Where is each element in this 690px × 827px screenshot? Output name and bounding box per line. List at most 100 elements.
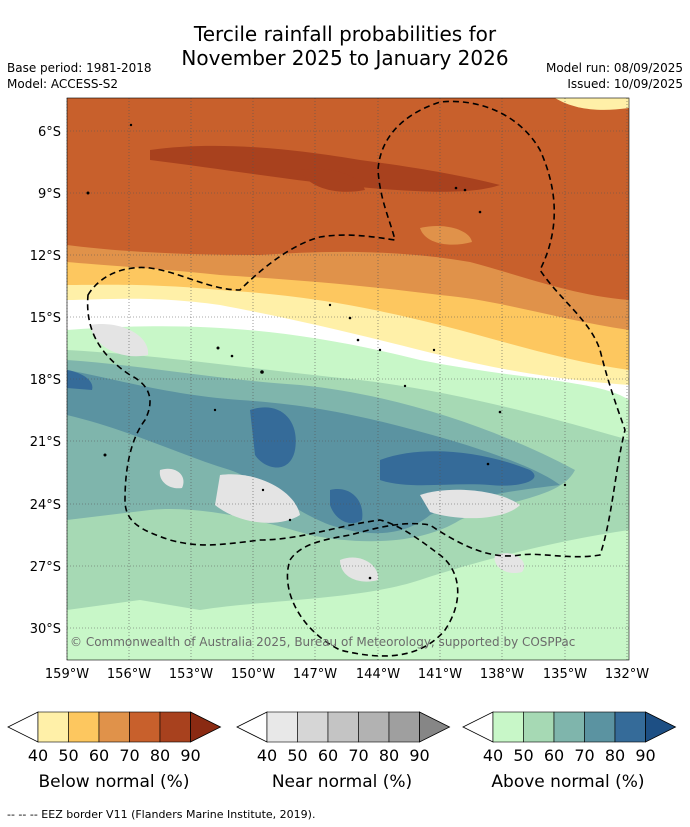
copyright-notice: © Commonwealth of Australia 2025, Bureau… <box>70 635 575 649</box>
latitude-label: 30°S <box>30 622 61 637</box>
island <box>378 348 382 352</box>
latitude-label: 24°S <box>30 498 61 513</box>
latitude-label: 9°S <box>38 187 61 202</box>
title-line-2: November 2025 to January 2026 <box>181 46 509 70</box>
longitude-label: 132°W <box>605 667 649 682</box>
eez-border-note: -- -- -- EEZ border V11 (Flanders Marine… <box>7 808 316 821</box>
latitude-label: 15°S <box>30 311 61 326</box>
legend-tick-label: 50 <box>287 746 307 765</box>
legend-above-swatch <box>584 711 616 743</box>
legend-tick-label: 70 <box>574 746 594 765</box>
longitude-label: 150°W <box>231 667 275 682</box>
legend-tick-label: 40 <box>483 746 503 765</box>
longitude-label: 147°W <box>293 667 337 682</box>
legend-tick-label: 90 <box>180 746 200 765</box>
island <box>498 410 502 414</box>
base-period: Base period: 1981-2018 <box>7 61 152 75</box>
run-info: Model run: 08/09/2025 Issued: 10/09/2025 <box>546 60 683 92</box>
model-run-date: Model run: 08/09/2025 <box>545 61 683 75</box>
island <box>288 518 292 522</box>
near-patch-6 <box>90 324 149 357</box>
eez-border-cook-islands <box>86 100 626 657</box>
legend-near-under-triangle <box>236 711 268 743</box>
legend-tick-label: 60 <box>318 746 338 765</box>
island <box>368 576 372 580</box>
probability-map: 6°S 9°S 12°S 15°S 18°S 21°S 24°S 27°S 30°S 159°W… <box>30 97 649 682</box>
island <box>432 348 436 352</box>
below-60-patch <box>420 225 472 245</box>
legend-tick-label: 40 <box>28 746 48 765</box>
legend-tick-label: 50 <box>58 746 78 765</box>
legend-tick-label: 70 <box>348 746 368 765</box>
legend-below-title: Below normal (%) <box>38 772 190 792</box>
above-80-region-south <box>330 489 363 524</box>
island <box>103 453 107 457</box>
legend-near-swatch <box>297 711 329 743</box>
legend-tick-label: 60 <box>89 746 109 765</box>
legend-tick-label: 70 <box>119 746 139 765</box>
longitude-labels: 159°W 156°W 153°W 150°W 147°W 144°W 141°W 138°W… <box>45 667 649 682</box>
legend-above-normal: 40 50 60 70 80 90 <box>462 711 677 765</box>
legend-near-normal: 40 50 60 70 80 90 <box>236 711 451 765</box>
legend-below-swatch <box>129 711 161 743</box>
near-patch-3 <box>159 468 184 489</box>
latitude-label: 21°S <box>30 435 61 450</box>
above-80-region-west <box>250 407 296 468</box>
island <box>328 303 332 307</box>
island <box>478 210 482 214</box>
island <box>403 384 407 388</box>
legend-above-swatch <box>492 711 524 743</box>
island <box>129 123 133 127</box>
legend-above-over-triangle <box>645 711 677 743</box>
island <box>261 488 265 492</box>
probability-field <box>67 98 629 660</box>
map-frame <box>66 97 630 661</box>
longitude-label: 144°W <box>356 667 400 682</box>
island <box>213 408 217 412</box>
latitude-labels: 6°S 9°S 12°S 15°S 18°S 21°S 24°S 27°S 30°S <box>30 125 61 637</box>
legend-below-under-triangle <box>7 711 39 743</box>
legend-above-swatch <box>614 711 646 743</box>
legend-below-over-triangle <box>190 711 222 743</box>
legend-near-swatch <box>327 711 359 743</box>
near-patch-4 <box>340 557 379 582</box>
legend-near-swatch <box>388 711 420 743</box>
legend-tick-label: 90 <box>635 746 655 765</box>
map-gridlines <box>66 98 629 660</box>
island <box>356 338 360 342</box>
legend-near-swatch <box>358 711 390 743</box>
legend-below-swatch <box>37 711 69 743</box>
legend-near-title: Near normal (%) <box>271 772 413 792</box>
island <box>563 483 567 487</box>
latitude-label: 18°S <box>30 373 61 388</box>
legend-below-normal: 40 50 60 70 80 90 <box>7 711 222 765</box>
legend-tick-label: 90 <box>409 746 429 765</box>
islands <box>86 123 567 580</box>
below-80-band <box>150 145 500 192</box>
latitude-label: 12°S <box>30 249 61 264</box>
eez-border <box>86 100 626 657</box>
island <box>216 346 220 350</box>
island <box>486 462 490 466</box>
latitude-label: 27°S <box>30 560 61 575</box>
above-80-region-far-west <box>67 370 93 390</box>
near-patch-5 <box>494 553 525 574</box>
legend-below-swatch <box>68 711 100 743</box>
island <box>463 188 467 192</box>
legend-near-over-triangle <box>419 711 451 743</box>
above-80-region-east <box>380 451 535 486</box>
map-title: Tercile rainfall probabilities for Novem… <box>0 22 690 70</box>
island <box>260 370 264 374</box>
model-info: Base period: 1981-2018 Model: ACCESS-S2 <box>7 60 152 92</box>
near-patch-1 <box>215 474 300 523</box>
island <box>86 191 90 195</box>
legend-below-swatch <box>98 711 130 743</box>
legend-tick-label: 80 <box>605 746 625 765</box>
legend-below-swatch <box>159 711 191 743</box>
longitude-label: 138°W <box>480 667 524 682</box>
model-name: Model: ACCESS-S2 <box>7 77 119 91</box>
longitude-label: 159°W <box>45 667 89 682</box>
island <box>454 186 458 190</box>
legend-tick-label: 60 <box>544 746 564 765</box>
island <box>230 354 234 358</box>
